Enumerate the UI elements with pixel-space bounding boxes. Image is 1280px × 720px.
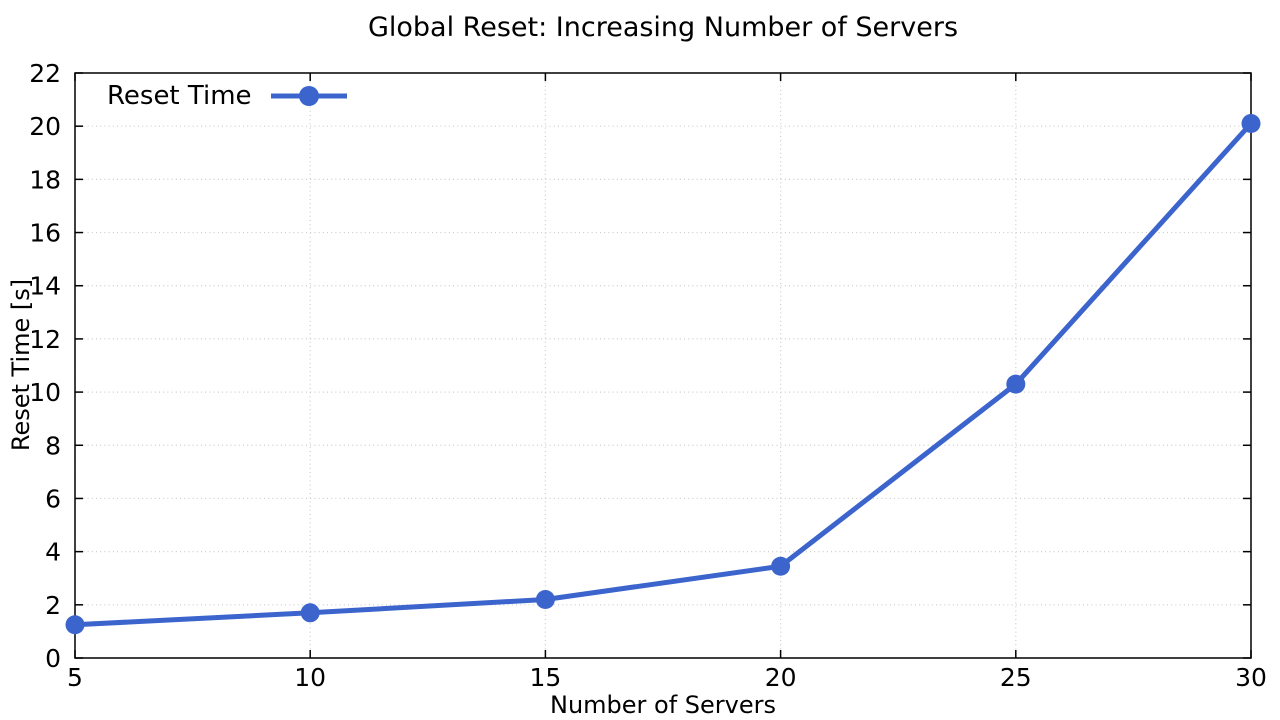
y-axis-label: Reset Time [s] (7, 278, 35, 452)
y-tick-label: 2 (45, 591, 61, 620)
y-tick-label: 14 (29, 272, 61, 301)
legend-label: Reset Time (107, 81, 252, 111)
y-tick-label: 22 (29, 59, 61, 88)
y-tick-label: 4 (45, 538, 61, 567)
x-tick-label: 30 (1235, 663, 1267, 692)
y-tick-label: 18 (29, 165, 61, 194)
data-line (72, 121, 1254, 628)
y-tick-label: 10 (29, 378, 61, 407)
x-axis-label: Number of Servers (549, 691, 776, 719)
data-point (1006, 374, 1026, 394)
legend: Reset Time (107, 81, 347, 111)
legend-line-sample (270, 86, 347, 106)
plot-border (74, 72, 1252, 659)
chart-title: Global Reset: Increasing Number of Serve… (367, 12, 959, 43)
y-tick-label: 16 (29, 219, 61, 248)
y-tick-label: 8 (45, 431, 61, 460)
x-tick-label: 5 (67, 663, 83, 692)
legend-marker (298, 86, 319, 106)
data-point (535, 590, 555, 609)
data-point (65, 615, 85, 635)
x-tick-label: 20 (765, 663, 797, 692)
data-point (771, 556, 791, 576)
y-tick-label: 12 (29, 325, 61, 354)
x-tick-label: 15 (529, 663, 561, 692)
x-tick-label: 10 (294, 663, 326, 692)
y-tick-label: 6 (45, 484, 61, 513)
y-tick-label: 0 (45, 644, 61, 673)
data-point (1241, 114, 1261, 134)
y-tick-label: 20 (29, 112, 61, 141)
data-point (300, 603, 320, 623)
x-tick-label: 25 (1000, 663, 1032, 692)
